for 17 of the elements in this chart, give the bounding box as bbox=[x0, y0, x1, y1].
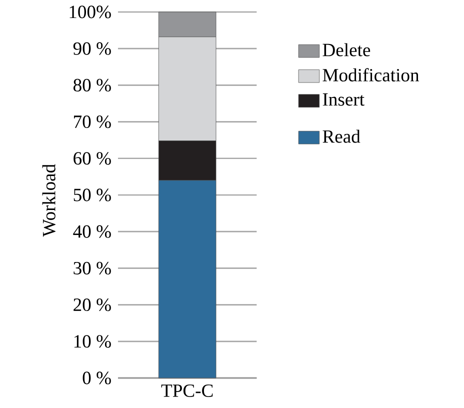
y-tick-label: 50 % bbox=[74, 188, 111, 202]
x-tick-label: TPC-C bbox=[161, 384, 213, 397]
y-tick-label: 20 % bbox=[74, 298, 111, 312]
y-tick-label: 0 % bbox=[82, 372, 111, 384]
legend-label: Modification bbox=[322, 68, 420, 82]
y-tick-label: 70 % bbox=[74, 115, 111, 128]
y-tick-label: 80 % bbox=[74, 78, 111, 92]
legend-label: Insert bbox=[322, 93, 364, 106]
y-tick-label: 90 % bbox=[73, 42, 111, 55]
y-tick-label: 60 % bbox=[74, 152, 111, 165]
y-tick-label: 100% bbox=[70, 6, 111, 18]
y-tick-label: 40 % bbox=[73, 225, 111, 238]
y-tick-label: 30 % bbox=[74, 262, 111, 275]
y-axis-title: Workload bbox=[42, 164, 56, 237]
y-tick-label: 10 % bbox=[74, 335, 111, 348]
legend-label: Read bbox=[322, 130, 360, 143]
legend-label: Delete bbox=[322, 43, 370, 56]
